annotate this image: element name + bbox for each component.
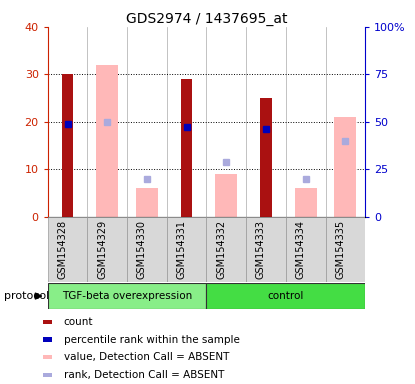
Bar [96,65,118,217]
Title: GDS2974 / 1437695_at: GDS2974 / 1437695_at [126,12,287,26]
Bar [48,283,207,309]
Bar [167,217,207,282]
Bar [207,217,246,282]
Bar [325,217,365,282]
Text: protocol: protocol [4,291,49,301]
Text: TGF-beta overexpression: TGF-beta overexpression [62,291,192,301]
Bar [261,98,271,217]
Bar [286,217,325,282]
Bar [43,338,51,342]
Text: GSM154331: GSM154331 [177,220,187,278]
Text: rank, Detection Call = ABSENT: rank, Detection Call = ABSENT [64,370,224,380]
Bar [334,117,356,217]
Bar [207,283,365,309]
Text: GSM154329: GSM154329 [97,220,107,279]
Bar [48,217,88,282]
Text: GSM154330: GSM154330 [137,220,147,278]
Bar [246,217,286,282]
Text: GSM154328: GSM154328 [58,220,68,279]
Text: GSM154332: GSM154332 [216,220,226,279]
Bar [62,74,73,217]
Text: GSM154333: GSM154333 [256,220,266,278]
Text: count: count [64,317,93,327]
Text: GSM154335: GSM154335 [335,220,345,279]
Bar [43,320,51,324]
Text: value, Detection Call = ABSENT: value, Detection Call = ABSENT [64,353,229,362]
Bar [215,174,237,217]
Bar [136,189,158,217]
Text: control: control [268,291,304,301]
Bar [43,355,51,359]
Bar [88,217,127,282]
Bar [181,79,192,217]
Bar [43,373,51,377]
Bar [295,189,317,217]
Bar [127,217,167,282]
Text: GSM154334: GSM154334 [295,220,306,278]
Text: percentile rank within the sample: percentile rank within the sample [64,334,240,344]
